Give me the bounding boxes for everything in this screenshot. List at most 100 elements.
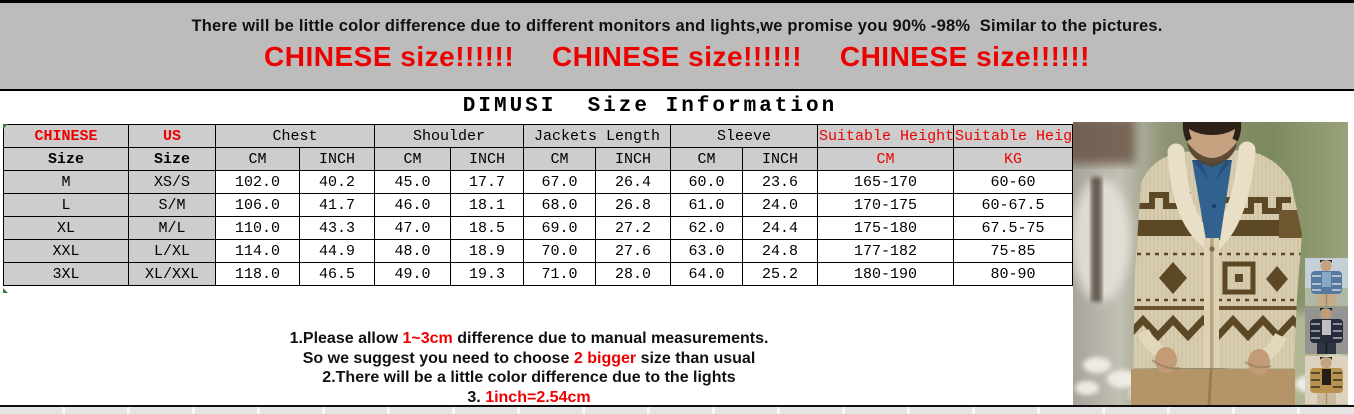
table-cell: 177-182 [817, 239, 955, 263]
table-cell: 24.4 [742, 216, 819, 240]
table-cell: 27.2 [595, 216, 672, 240]
note-line-1: 1.Please allow 1~3cm difference due to m… [289, 330, 769, 347]
table-cell: 18.9 [450, 239, 525, 263]
table-cell: 118.0 [215, 262, 300, 286]
size-table-title: DIMUSI Size Information [462, 95, 838, 118]
color-difference-notice: There will be little color difference du… [191, 17, 1163, 35]
table-cell: 80-90 [953, 262, 1074, 286]
table-cell: 43.3 [298, 216, 376, 240]
table-cell: 165-170 [817, 170, 955, 194]
col-suitable-height-kg: Suitable Height [953, 124, 1074, 148]
table-cell: M/L [128, 216, 216, 240]
table-cell: 67.5-75 [953, 216, 1074, 240]
table-cell: 45.0 [374, 170, 452, 194]
chinese-size-warning-text: CHINESE size!!!!!! [839, 41, 1090, 72]
note-line-3: 2.There will be a little color differenc… [322, 369, 736, 386]
measurement-notes: 1.Please allow 1~3cm difference due to m… [0, 329, 1058, 407]
table-cell: 60-67.5 [953, 193, 1074, 217]
table-cell: L/XL [128, 239, 216, 263]
table-cell: S/M [128, 193, 216, 217]
subcol-inch: INCH [450, 147, 525, 171]
table-sub-header-row: Size Size CM INCH CM INCH CM INCH CM INC… [3, 147, 1074, 171]
thumbnail-tan-cardigan [1305, 356, 1348, 404]
subcol-height-cm: CM [817, 147, 955, 171]
note-line-2: So we suggest you need to choose 2 bigge… [302, 349, 756, 367]
table-cell: 75-85 [953, 239, 1074, 263]
col-suitable-height-cm: Suitable Height [817, 124, 955, 148]
table-cell: 41.7 [298, 193, 376, 217]
size-table: CHINESE US Chest Shoulder Jackets Length… [3, 124, 1074, 286]
table-cell: M [3, 170, 129, 194]
table-cell: 68.0 [523, 193, 597, 217]
table-cell: 24.8 [742, 239, 819, 263]
bottom-partial-row [0, 405, 1354, 414]
note-line-4: 3. 1inch=2.54cm [467, 388, 591, 406]
table-cell: 62.0 [670, 216, 744, 240]
table-row: M XS/S 102.0 40.2 45.0 17.7 67.0 26.4 60.0 23.6 16… [3, 170, 1074, 194]
table-cell: 63.0 [670, 239, 744, 263]
subcol-cm: CM [374, 147, 452, 171]
table-cell: XL/XXL [128, 262, 216, 286]
subcol-height-kg: KG [953, 147, 1074, 171]
table-cell: 44.9 [298, 239, 376, 263]
table-cell: 180-190 [817, 262, 955, 286]
excel-corner-artifact [3, 288, 8, 293]
top-banner: There will be little color difference du… [0, 0, 1354, 91]
table-row: 3XL XL/XXL 118.0 46.5 49.0 19.3 71.0 28.0 64.0 25… [3, 262, 1074, 286]
subcol-size: Size [128, 147, 216, 171]
subcol-cm: CM [523, 147, 597, 171]
chinese-size-warning: CHINESE size!!!!!! CHINESE size!!!!!! CH… [0, 41, 1354, 73]
subcol-inch: INCH [742, 147, 819, 171]
excel-corner-artifact [3, 124, 8, 129]
table-cell: 102.0 [215, 170, 300, 194]
subcol-size: Size [3, 147, 129, 171]
thumbnail-blue-cardigan [1305, 258, 1348, 306]
thumbnail-navy-cardigan [1305, 307, 1348, 354]
table-cell: 18.5 [450, 216, 525, 240]
table-cell: 67.0 [523, 170, 597, 194]
chinese-size-warning-text: CHINESE size!!!!!! [551, 41, 803, 72]
table-cell: L [3, 193, 129, 217]
col-chinese: CHINESE [3, 124, 129, 148]
table-row: XL M/L 110.0 43.3 47.0 18.5 69.0 27.2 62.0 24.4 17… [3, 216, 1074, 240]
table-cell: 64.0 [670, 262, 744, 286]
subcol-cm: CM [215, 147, 300, 171]
col-sleeve: Sleeve [670, 124, 819, 148]
col-jackets-length: Jackets Length [523, 124, 672, 148]
table-cell: 69.0 [523, 216, 597, 240]
table-cell: 71.0 [523, 262, 597, 286]
table-row: XXL L/XL 114.0 44.9 48.0 18.9 70.0 27.6 63.0 24.8… [3, 239, 1074, 263]
table-cell: 49.0 [374, 262, 452, 286]
col-shoulder: Shoulder [374, 124, 525, 148]
table-cell: 47.0 [374, 216, 452, 240]
table-cell: 106.0 [215, 193, 300, 217]
table-cell: 110.0 [215, 216, 300, 240]
table-cell: 170-175 [817, 193, 955, 217]
size-table-body: M XS/S 102.0 40.2 45.0 17.7 67.0 26.4 60.0 23.6 16… [3, 170, 1074, 286]
table-cell: 61.0 [670, 193, 744, 217]
table-cell: 48.0 [374, 239, 452, 263]
table-cell: 28.0 [595, 262, 672, 286]
col-us: US [128, 124, 216, 148]
table-cell: 175-180 [817, 216, 955, 240]
col-chest: Chest [214, 124, 376, 148]
subcol-inch: INCH [595, 147, 672, 171]
table-cell: 18.1 [450, 193, 525, 217]
subcol-inch: INCH [298, 147, 376, 171]
table-cell: 27.6 [595, 239, 672, 263]
table-group-header-row: CHINESE US Chest Shoulder Jackets Length… [3, 124, 1074, 148]
table-cell: XS/S [128, 170, 216, 194]
table-cell: 19.3 [450, 262, 525, 286]
table-cell: XL [3, 216, 129, 240]
table-cell: 23.6 [742, 170, 819, 194]
table-cell: 40.2 [298, 170, 376, 194]
table-cell: 46.5 [298, 262, 376, 286]
table-cell: 70.0 [523, 239, 597, 263]
table-cell: 25.2 [742, 262, 819, 286]
table-cell: 46.0 [374, 193, 452, 217]
table-cell: 24.0 [742, 193, 819, 217]
table-row: L S/M 106.0 41.7 46.0 18.1 68.0 26.8 61.0 24.0 170… [3, 193, 1074, 217]
table-cell: 26.4 [595, 170, 672, 194]
table-cell: 60.0 [670, 170, 744, 194]
table-cell: 60-60 [953, 170, 1074, 194]
